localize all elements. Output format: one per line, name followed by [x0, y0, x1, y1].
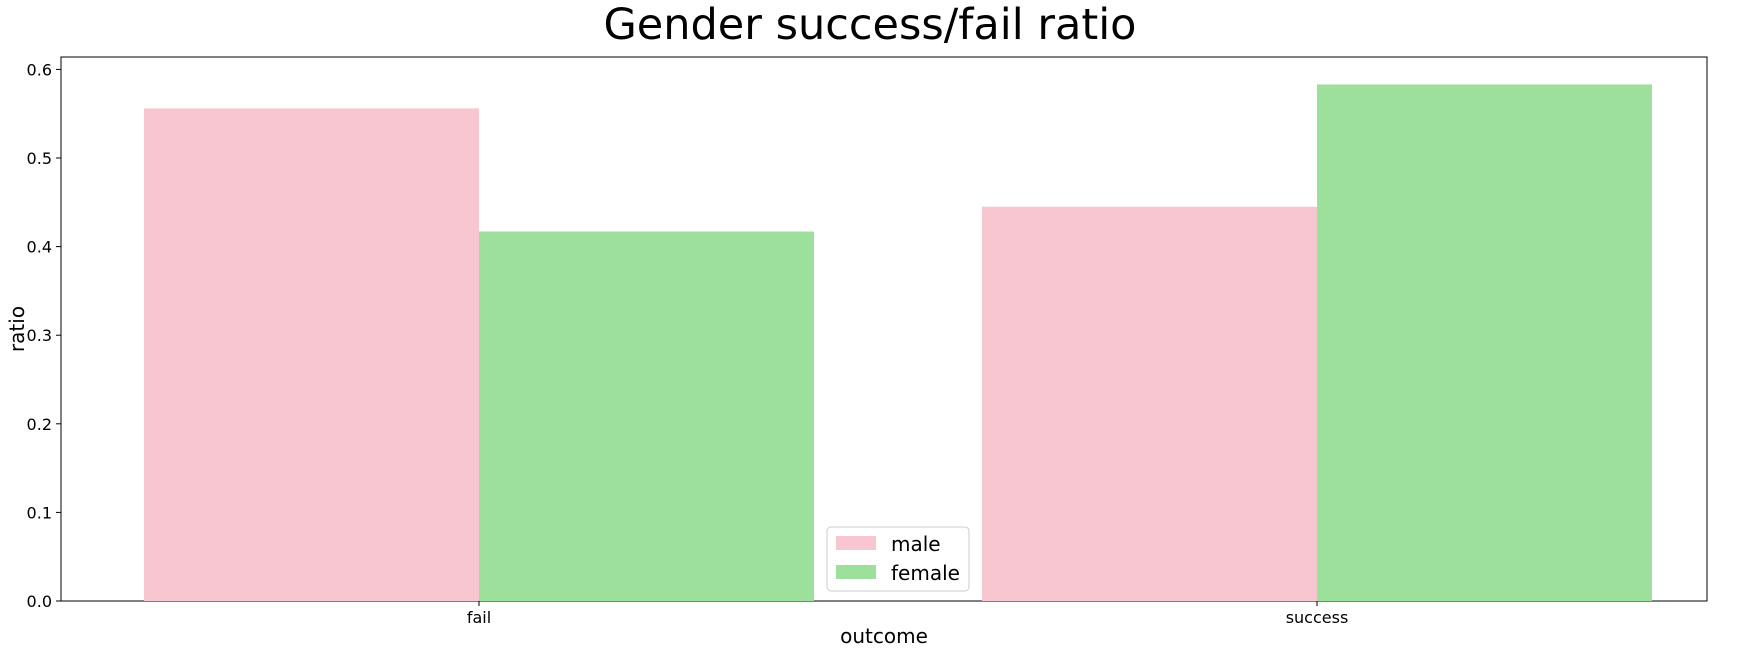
chart-title: Gender success/fail ratio [603, 0, 1136, 50]
legend-swatch-female [836, 565, 876, 579]
x-tick-label: success [1286, 608, 1349, 627]
y-axis-ticks: 0.0 0.1 0.2 0.3 0.4 0.5 0.6 [27, 60, 61, 611]
y-tick-label: 0.5 [27, 149, 52, 168]
y-tick-label: 0.1 [27, 503, 52, 522]
plot-frame [60, 56, 1708, 602]
y-tick-label: 0.6 [27, 60, 52, 79]
x-axis-label: outcome [840, 624, 928, 648]
y-tick-label: 0.4 [27, 238, 52, 257]
y-axis-label: ratio [5, 306, 29, 352]
bar-female-fail [479, 231, 814, 601]
legend-label-female: female [891, 561, 960, 585]
plot-area: 0.0 0.1 0.2 0.3 0.4 0.5 0.6 fail success [27, 56, 1708, 627]
y-tick-label: 0.3 [27, 326, 52, 345]
bar-male-fail [144, 108, 479, 601]
legend: male female [826, 526, 970, 592]
y-tick-label: 0.2 [27, 415, 52, 434]
bar-male-success [982, 206, 1317, 601]
x-axis-ticks: fail success [467, 601, 1348, 627]
x-tick-label: fail [467, 608, 491, 627]
bar-female-success [1317, 84, 1652, 601]
bars-layer [144, 84, 1652, 601]
legend-swatch-male [836, 536, 876, 550]
y-tick-label: 0.0 [27, 592, 52, 611]
legend-label-male: male [891, 532, 941, 556]
